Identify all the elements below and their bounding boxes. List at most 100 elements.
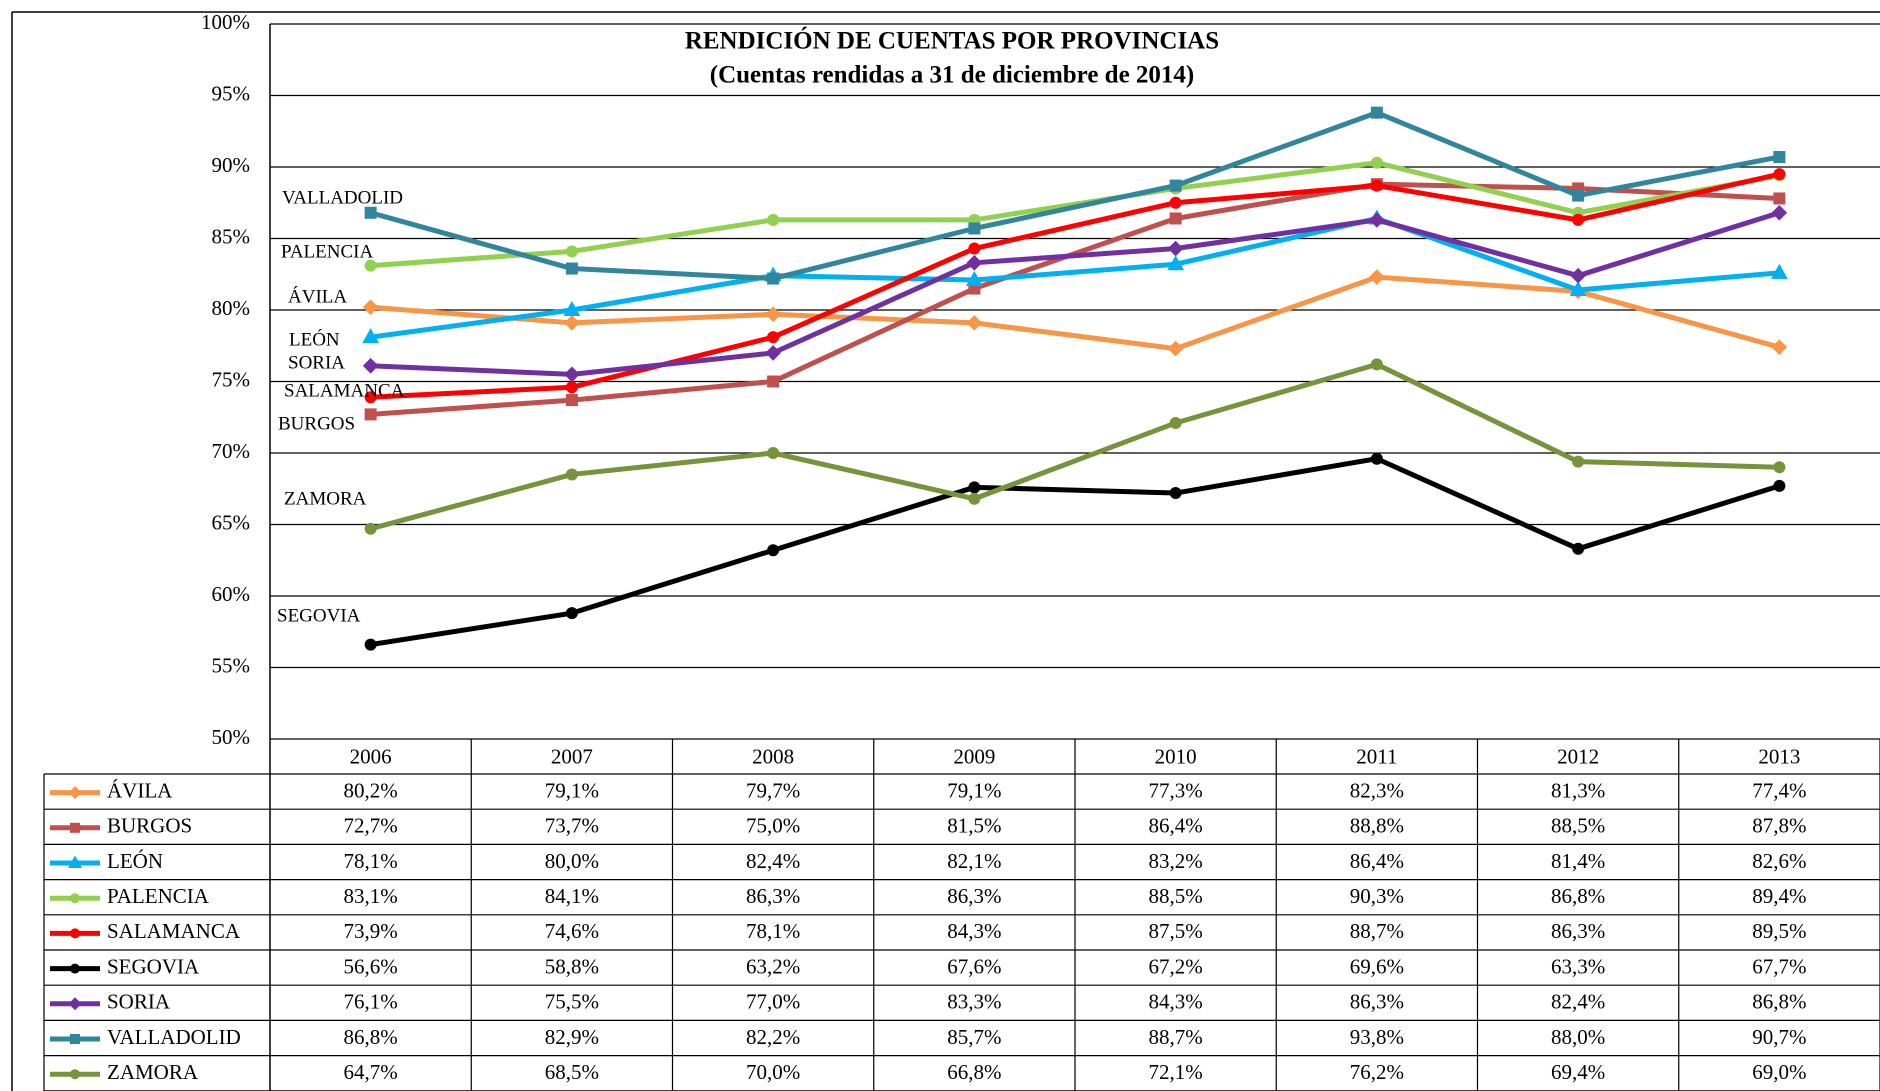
marker (1167, 340, 1184, 357)
table-cell: 77,3% (1149, 778, 1203, 802)
table-cell: 70,0% (746, 1060, 800, 1084)
marker (1370, 106, 1383, 119)
marker (1572, 455, 1585, 468)
marker (1773, 168, 1786, 181)
table-cell: 66,8% (947, 1060, 1001, 1084)
x-tick-label: 2013 (1758, 744, 1800, 768)
x-tick-label: 2012 (1557, 744, 1599, 768)
series-label: ÁVILA (288, 285, 347, 307)
table-cell: 58,8% (545, 954, 599, 978)
x-tick-label: 2008 (752, 744, 794, 768)
table-cell: 69,0% (1752, 1060, 1806, 1084)
marker (1771, 339, 1788, 355)
marker (564, 315, 580, 331)
table-cell: 86,4% (1149, 814, 1203, 838)
marker (565, 381, 578, 394)
x-tick-label: 2009 (953, 744, 995, 768)
table-cell: 79,7% (746, 778, 800, 802)
table-cell: 82,4% (1551, 990, 1605, 1014)
marker (1167, 255, 1185, 271)
legend-label: SALAMANCA (107, 919, 241, 943)
marker (1572, 542, 1585, 555)
marker (362, 328, 380, 344)
marker (364, 206, 377, 219)
marker (1771, 204, 1788, 221)
legend-label: LEÓN (107, 849, 163, 873)
table-cell: 79,1% (947, 778, 1001, 802)
table-cell: 63,3% (1551, 954, 1605, 978)
marker (70, 928, 80, 939)
table-cell: 83,2% (1149, 849, 1203, 873)
marker (364, 408, 377, 421)
table-cell: 84,1% (545, 884, 599, 908)
marker (565, 394, 578, 407)
series-label: VALLADOLID (282, 187, 403, 208)
table-cell: 75,5% (545, 990, 599, 1014)
marker (565, 468, 578, 481)
legend-label: BURGOS (107, 814, 192, 838)
marker (1572, 189, 1585, 202)
table-cell: 89,4% (1752, 884, 1806, 908)
marker (1370, 452, 1383, 465)
series-label: PALENCIA (281, 241, 373, 262)
marker (565, 245, 578, 258)
marker (1569, 280, 1587, 296)
table-cell: 81,3% (1551, 778, 1605, 802)
table-cell: 83,1% (344, 884, 398, 908)
series-line (370, 160, 1780, 269)
legend-label: ZAMORA (107, 1060, 199, 1084)
table-cell: 86,8% (1551, 884, 1605, 908)
marker (68, 786, 82, 800)
series-line (370, 456, 1781, 648)
table-cell: 88,5% (1149, 884, 1203, 908)
table-cell: 63,2% (746, 954, 800, 978)
table-cell: 69,4% (1551, 1060, 1605, 1084)
marker (1169, 196, 1182, 209)
table-cell: 80,0% (545, 849, 599, 873)
table-cell: 76,1% (344, 990, 398, 1014)
marker (70, 963, 80, 974)
marker (1370, 156, 1383, 169)
y-tick-label: 70% (212, 439, 251, 463)
table-cell: 67,7% (1752, 954, 1806, 978)
marker (968, 481, 981, 494)
table-cell: 86,8% (344, 1025, 398, 1049)
table-cell: 81,4% (1551, 849, 1605, 873)
table-cell: 77,0% (746, 990, 800, 1014)
marker (564, 366, 580, 383)
table-cell: 88,7% (1149, 1025, 1203, 1049)
marker (1369, 269, 1385, 285)
table-cell: 86,3% (746, 884, 800, 908)
y-tick-label: 90% (212, 153, 251, 177)
marker (1773, 192, 1786, 205)
marker (70, 822, 80, 833)
table-cell: 75,0% (746, 814, 800, 838)
table-cell: 85,7% (947, 1025, 1001, 1049)
x-tick-label: 2007 (551, 744, 593, 768)
marker (1169, 416, 1182, 429)
x-tick-label: 2010 (1155, 744, 1197, 768)
table-cell: 86,3% (947, 884, 1001, 908)
marker (1773, 479, 1786, 492)
table-cell: 67,6% (947, 954, 1001, 978)
series-line (370, 215, 1780, 340)
table-cell: 86,8% (1752, 990, 1806, 1014)
legend-label: SEGOVIA (107, 954, 200, 978)
table-cell: 86,3% (1551, 919, 1605, 943)
legend-label: ÁVILA (107, 778, 173, 802)
series-label: SALAMANCA (284, 380, 405, 401)
table-cell: 88,0% (1551, 1025, 1605, 1049)
marker (968, 222, 981, 235)
marker (1167, 240, 1184, 257)
legend-label: SORIA (107, 990, 171, 1014)
marker (563, 301, 581, 316)
series-label: BURGOS (278, 413, 355, 434)
y-tick-label: 50% (212, 725, 251, 749)
table-cell: 82,1% (947, 849, 1001, 873)
marker (767, 375, 780, 388)
table-cell: 84,3% (947, 919, 1001, 943)
chart-title: RENDICIÓN DE CUENTAS POR PROVINCIAS (685, 27, 1219, 55)
marker (364, 391, 377, 404)
marker (966, 315, 983, 331)
